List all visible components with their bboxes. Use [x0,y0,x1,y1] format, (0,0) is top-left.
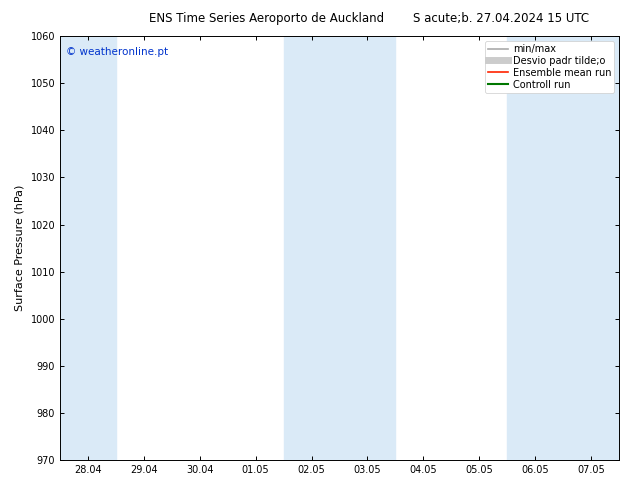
Y-axis label: Surface Pressure (hPa): Surface Pressure (hPa) [15,185,25,311]
Bar [507,36,619,460]
Bar [283,36,396,460]
Text: S acute;b. 27.04.2024 15 UTC: S acute;b. 27.04.2024 15 UTC [413,12,589,25]
Text: © weatheronline.pt: © weatheronline.pt [66,47,168,57]
Bar [60,36,116,460]
Legend: min/max, Desvio padr tilde;o, Ensemble mean run, Controll run: min/max, Desvio padr tilde;o, Ensemble m… [486,41,614,93]
Text: ENS Time Series Aeroporto de Auckland: ENS Time Series Aeroporto de Auckland [149,12,384,25]
